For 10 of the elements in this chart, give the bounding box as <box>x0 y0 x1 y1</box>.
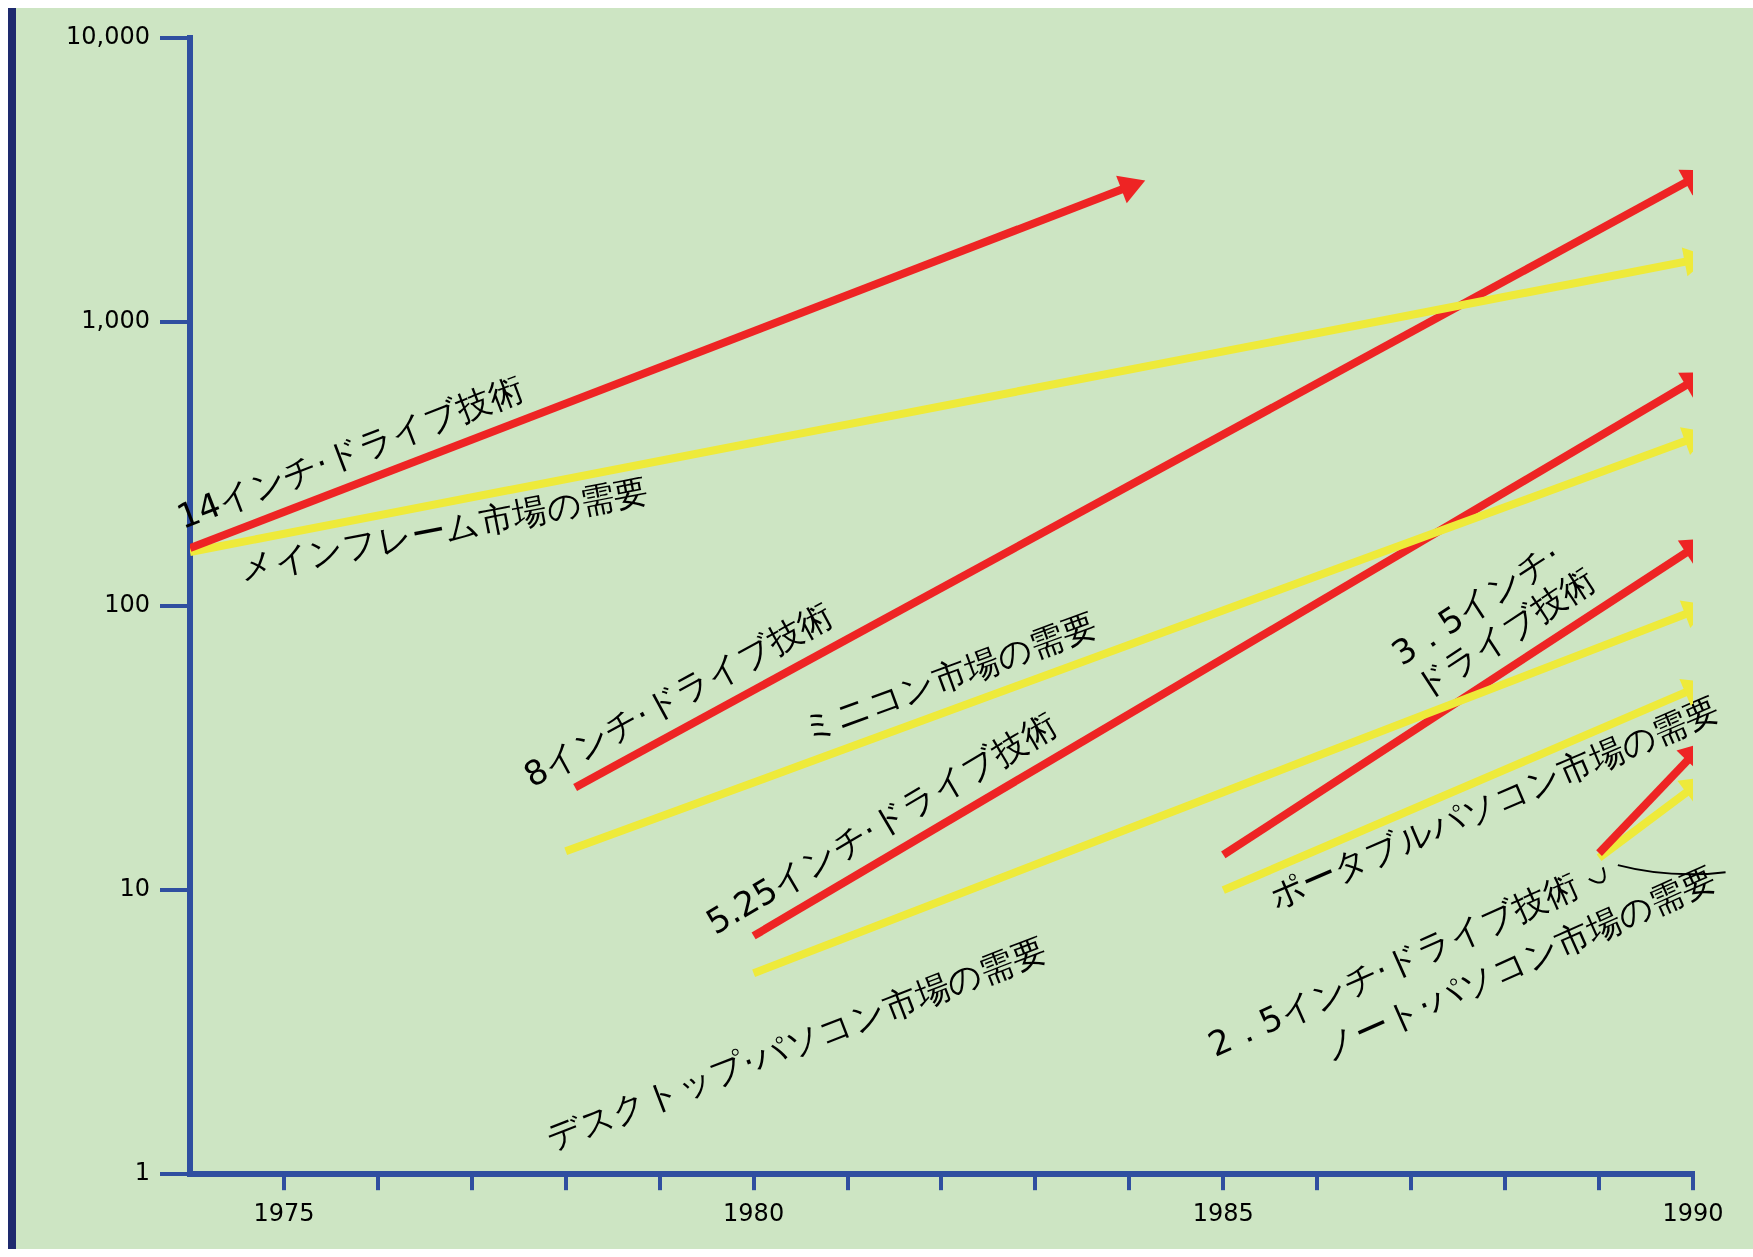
y-tick-label: 1,000 <box>81 306 150 335</box>
text: 3．5インチ·ドライブ技術 <box>1384 534 1603 707</box>
x-tick-label: 1975 <box>253 1198 315 1227</box>
y-tick-label: 100 <box>104 590 150 619</box>
y-tick-label: 10,000 <box>65 22 150 51</box>
x-tick-label: 1990 <box>1662 1198 1724 1227</box>
y-tick-label: 1 <box>134 1158 150 1187</box>
x-tick-label: 1980 <box>723 1198 785 1227</box>
y-tick-label: 10 <box>119 874 150 903</box>
x-tick-label: 1985 <box>1192 1198 1254 1227</box>
